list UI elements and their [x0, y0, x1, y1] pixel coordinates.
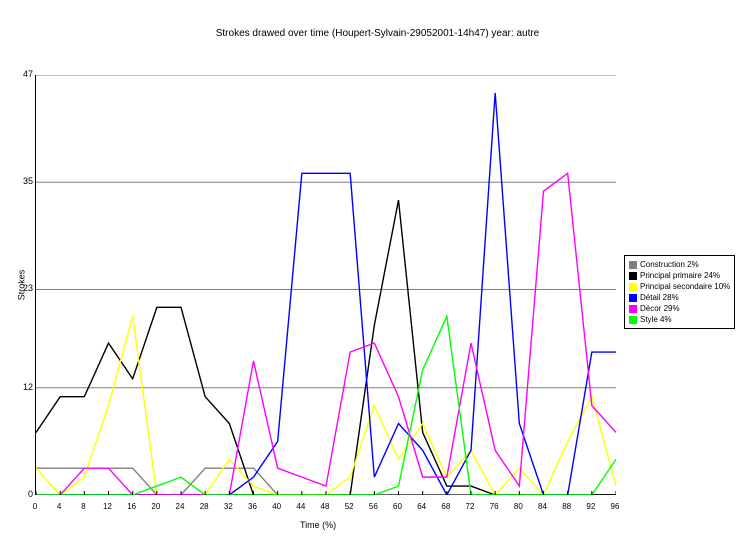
- x-tick-label: 96: [611, 502, 620, 511]
- legend-item-style: Style 4%: [629, 314, 730, 325]
- legend-item-decor: Décor 29%: [629, 303, 730, 314]
- x-tick-label: 28: [200, 502, 209, 511]
- legend-swatch: [629, 294, 637, 302]
- x-tick-label: 84: [538, 502, 547, 511]
- y-tick-label: 12: [15, 382, 33, 392]
- legend-label: Style 4%: [640, 314, 672, 325]
- x-tick-label: 60: [393, 502, 402, 511]
- legend-label: Principal primaire 24%: [640, 270, 720, 281]
- y-tick-label: 47: [15, 69, 33, 79]
- x-tick-label: 40: [272, 502, 281, 511]
- x-tick-label: 76: [490, 502, 499, 511]
- x-tick-label: 64: [417, 502, 426, 511]
- legend-swatch: [629, 261, 637, 269]
- legend-item-principal_secondaire: Principal secondaire 10%: [629, 281, 730, 292]
- legend-item-detail: Détail 28%: [629, 292, 730, 303]
- legend-swatch: [629, 305, 637, 313]
- x-tick-label: 92: [586, 502, 595, 511]
- legend-swatch: [629, 272, 637, 280]
- legend: Construction 2%Principal primaire 24%Pri…: [624, 255, 735, 329]
- legend-swatch: [629, 316, 637, 324]
- legend-label: Construction 2%: [640, 259, 699, 270]
- x-tick-label: 4: [57, 502, 61, 511]
- x-tick-label: 48: [321, 502, 330, 511]
- x-tick-label: 32: [224, 502, 233, 511]
- legend-label: Détail 28%: [640, 292, 679, 303]
- x-tick-label: 88: [562, 502, 571, 511]
- x-tick-label: 68: [441, 502, 450, 511]
- x-tick-label: 56: [369, 502, 378, 511]
- y-tick-label: 35: [15, 176, 33, 186]
- x-axis-label: Time (%): [300, 520, 336, 530]
- x-tick-label: 12: [103, 502, 112, 511]
- chart-title: Strokes drawed over time (Houpert-Sylvai…: [0, 28, 755, 39]
- x-tick-label: 80: [514, 502, 523, 511]
- x-tick-label: 24: [176, 502, 185, 511]
- x-tick-label: 52: [345, 502, 354, 511]
- x-tick-label: 16: [127, 502, 136, 511]
- legend-item-construction: Construction 2%: [629, 259, 730, 270]
- y-tick-label: 0: [15, 489, 33, 499]
- y-tick-label: 23: [15, 283, 33, 293]
- legend-label: Principal secondaire 10%: [640, 281, 730, 292]
- x-tick-label: 8: [81, 502, 85, 511]
- legend-item-principal_primaire: Principal primaire 24%: [629, 270, 730, 281]
- x-tick-label: 72: [466, 502, 475, 511]
- x-tick-label: 20: [151, 502, 160, 511]
- legend-swatch: [629, 283, 637, 291]
- legend-label: Décor 29%: [640, 303, 680, 314]
- x-tick-container: 0481216202428323640444852566064687276808…: [35, 75, 615, 495]
- x-tick-label: 0: [33, 502, 37, 511]
- x-tick-label: 44: [296, 502, 305, 511]
- x-tick-label: 36: [248, 502, 257, 511]
